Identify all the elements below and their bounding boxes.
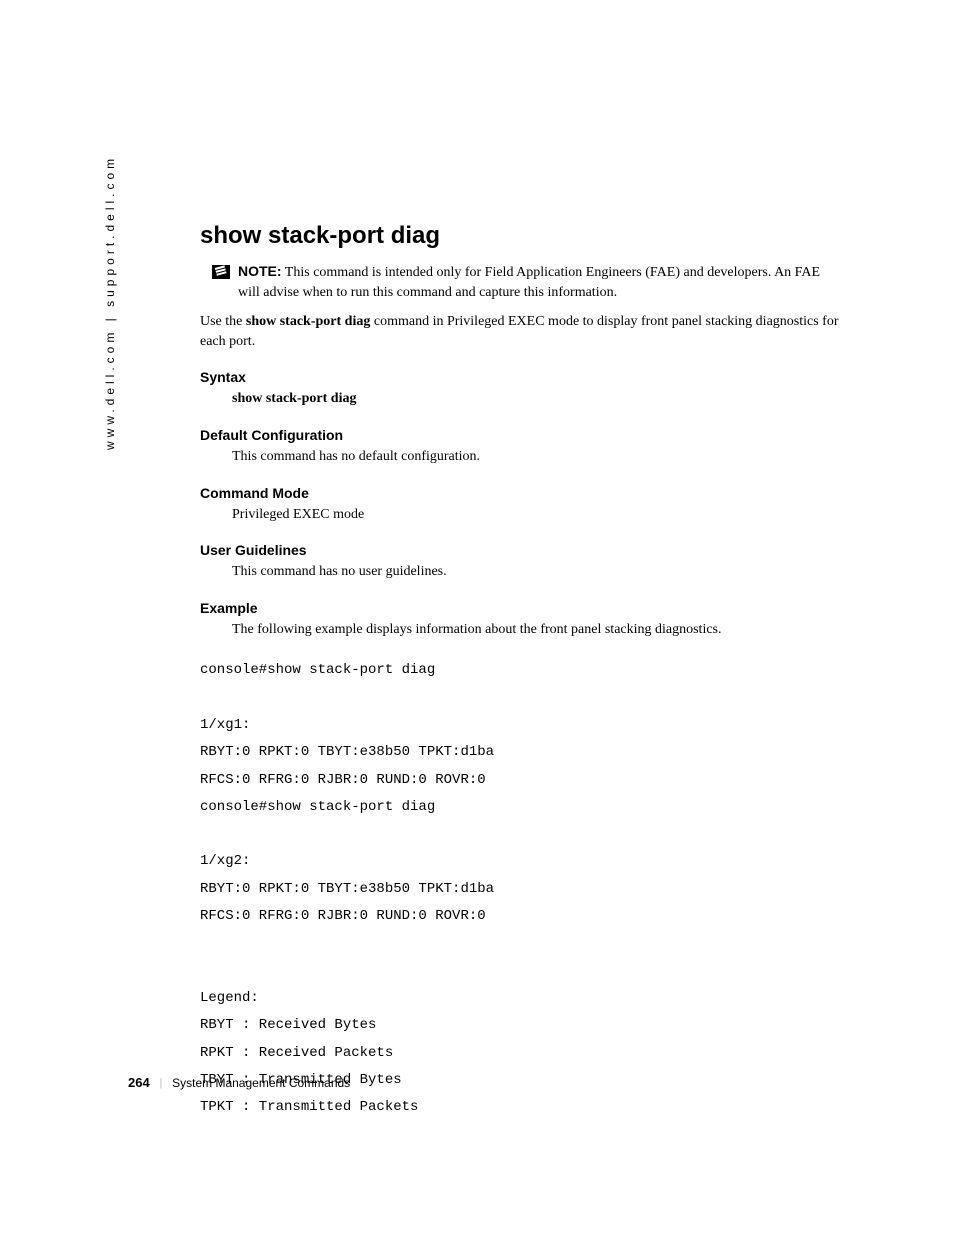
command-mode-section: Command Mode Privileged EXEC mode: [200, 485, 840, 525]
note-icon: [212, 265, 230, 279]
command-mode-header: Command Mode: [200, 485, 840, 501]
user-guidelines-section: User Guidelines This command has no user…: [200, 542, 840, 582]
description: Use the show stack-port diag command in …: [200, 312, 840, 351]
example-section: Example The following example displays i…: [200, 600, 840, 640]
note-label: NOTE:: [238, 263, 282, 279]
example-header: Example: [200, 600, 840, 616]
example-body: The following example displays informati…: [232, 620, 840, 640]
footer-section-title: System Management Commands: [172, 1076, 350, 1090]
default-config-section: Default Configuration This command has n…: [200, 427, 840, 467]
note-block: NOTE: This command is intended only for …: [212, 262, 840, 302]
page-title: show stack-port diag: [200, 222, 840, 250]
footer: 264 | System Management Commands: [128, 1075, 350, 1090]
default-config-body: This command has no default configuratio…: [232, 447, 840, 467]
syntax-section: Syntax show stack-port diag: [200, 369, 840, 409]
sidebar-url: www.dell.com | support.dell.com: [103, 155, 117, 450]
note-text: NOTE: This command is intended only for …: [238, 262, 840, 302]
main-content: show stack-port diag NOTE: This command …: [200, 222, 840, 1121]
page-number: 264: [128, 1075, 150, 1090]
default-config-header: Default Configuration: [200, 427, 840, 443]
code-block: console#show stack-port diag 1/xg1: RBYT…: [200, 657, 840, 1121]
desc-prefix: Use the: [200, 314, 246, 329]
desc-bold: show stack-port diag: [246, 314, 370, 329]
note-body: This command is intended only for Field …: [238, 265, 820, 300]
user-guidelines-header: User Guidelines: [200, 542, 840, 558]
syntax-header: Syntax: [200, 369, 840, 385]
syntax-body: show stack-port diag: [232, 389, 840, 409]
footer-divider: |: [160, 1075, 162, 1090]
user-guidelines-body: This command has no user guidelines.: [232, 562, 840, 582]
command-mode-body: Privileged EXEC mode: [232, 505, 840, 525]
